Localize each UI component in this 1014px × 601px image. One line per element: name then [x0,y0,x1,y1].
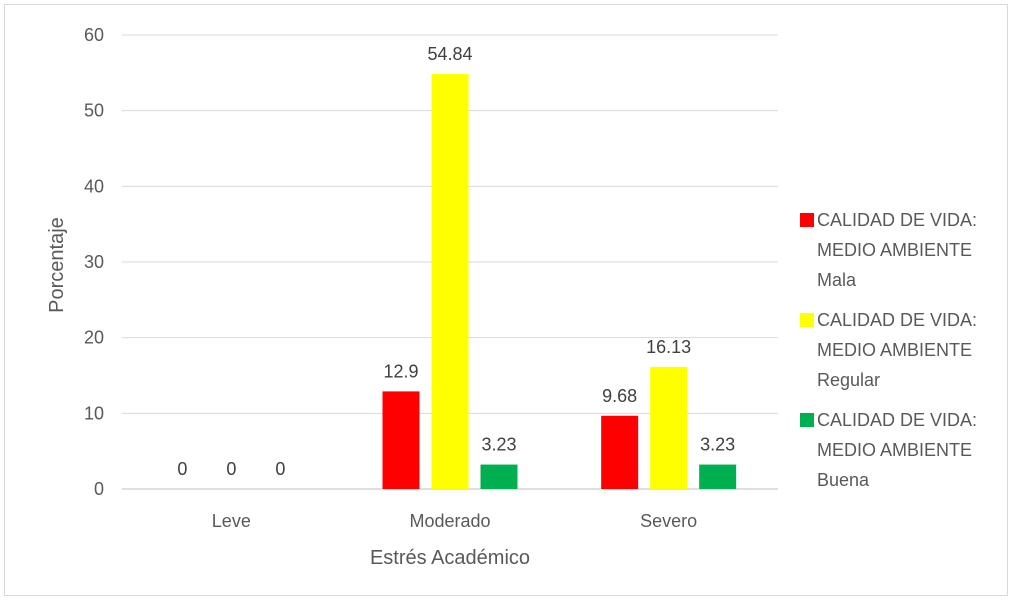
legend-label: Buena [817,470,870,490]
bar-moderado-3 [480,464,518,489]
legend-label: MEDIO AMBIENTE [817,440,973,460]
legend-item: CALIDAD DE VIDA: MEDIO AMBIENTE Buena [800,405,1010,495]
legend-label: CALIDAD DE VIDA: [817,310,978,330]
y-tick-label: 20 [84,328,104,348]
bar-moderado-1 [382,391,420,489]
y-tick-label: 10 [84,403,104,423]
x-category-label: Moderado [409,511,490,531]
bar-moderado-2 [431,74,469,489]
y-tick-label: 30 [84,252,104,272]
legend-swatch [800,213,814,227]
data-label: 0 [177,459,187,479]
data-label: 0 [275,459,285,479]
y-tick-label: 40 [84,176,104,196]
chart-frame [4,4,1008,596]
legend-label: Regular [817,370,881,390]
data-label: 0 [226,459,236,479]
bar-severo-1 [601,415,639,489]
x-category-label: Severo [640,511,697,531]
x-category-label: Leve [212,511,251,531]
legend-label: MEDIO AMBIENTE [817,240,973,260]
y-tick-label: 0 [94,479,104,499]
legend-swatch [800,413,814,427]
legend-label: MEDIO AMBIENTE [817,340,973,360]
legend-label: Mala [817,270,857,290]
bar-severo-3 [699,464,737,489]
bar-severo-2 [650,366,688,489]
data-label: 54.84 [427,44,472,64]
y-tick-label: 50 [84,101,104,121]
legend-item: CALIDAD DE VIDA: MEDIO AMBIENTE Mala [800,205,1010,295]
y-tick-label: 60 [84,25,104,45]
legend-item: CALIDAD DE VIDA: MEDIO AMBIENTE Regular [800,305,1010,395]
x-axis-title: Estrés Académico [370,547,530,569]
data-label: 3.23 [700,435,735,455]
legend-label: CALIDAD DE VIDA: [817,410,978,430]
data-label: 16.13 [646,337,691,357]
y-axis-title: Porcentaje [46,217,68,313]
data-label: 3.23 [481,435,516,455]
data-label: 9.68 [602,386,637,406]
legend-swatch [800,313,814,327]
chart-legend: CALIDAD DE VIDA: MEDIO AMBIENTE Mala CALIDA… [800,205,1010,505]
legend-label: CALIDAD DE VIDA: [817,210,978,230]
data-label: 12.9 [383,361,418,381]
